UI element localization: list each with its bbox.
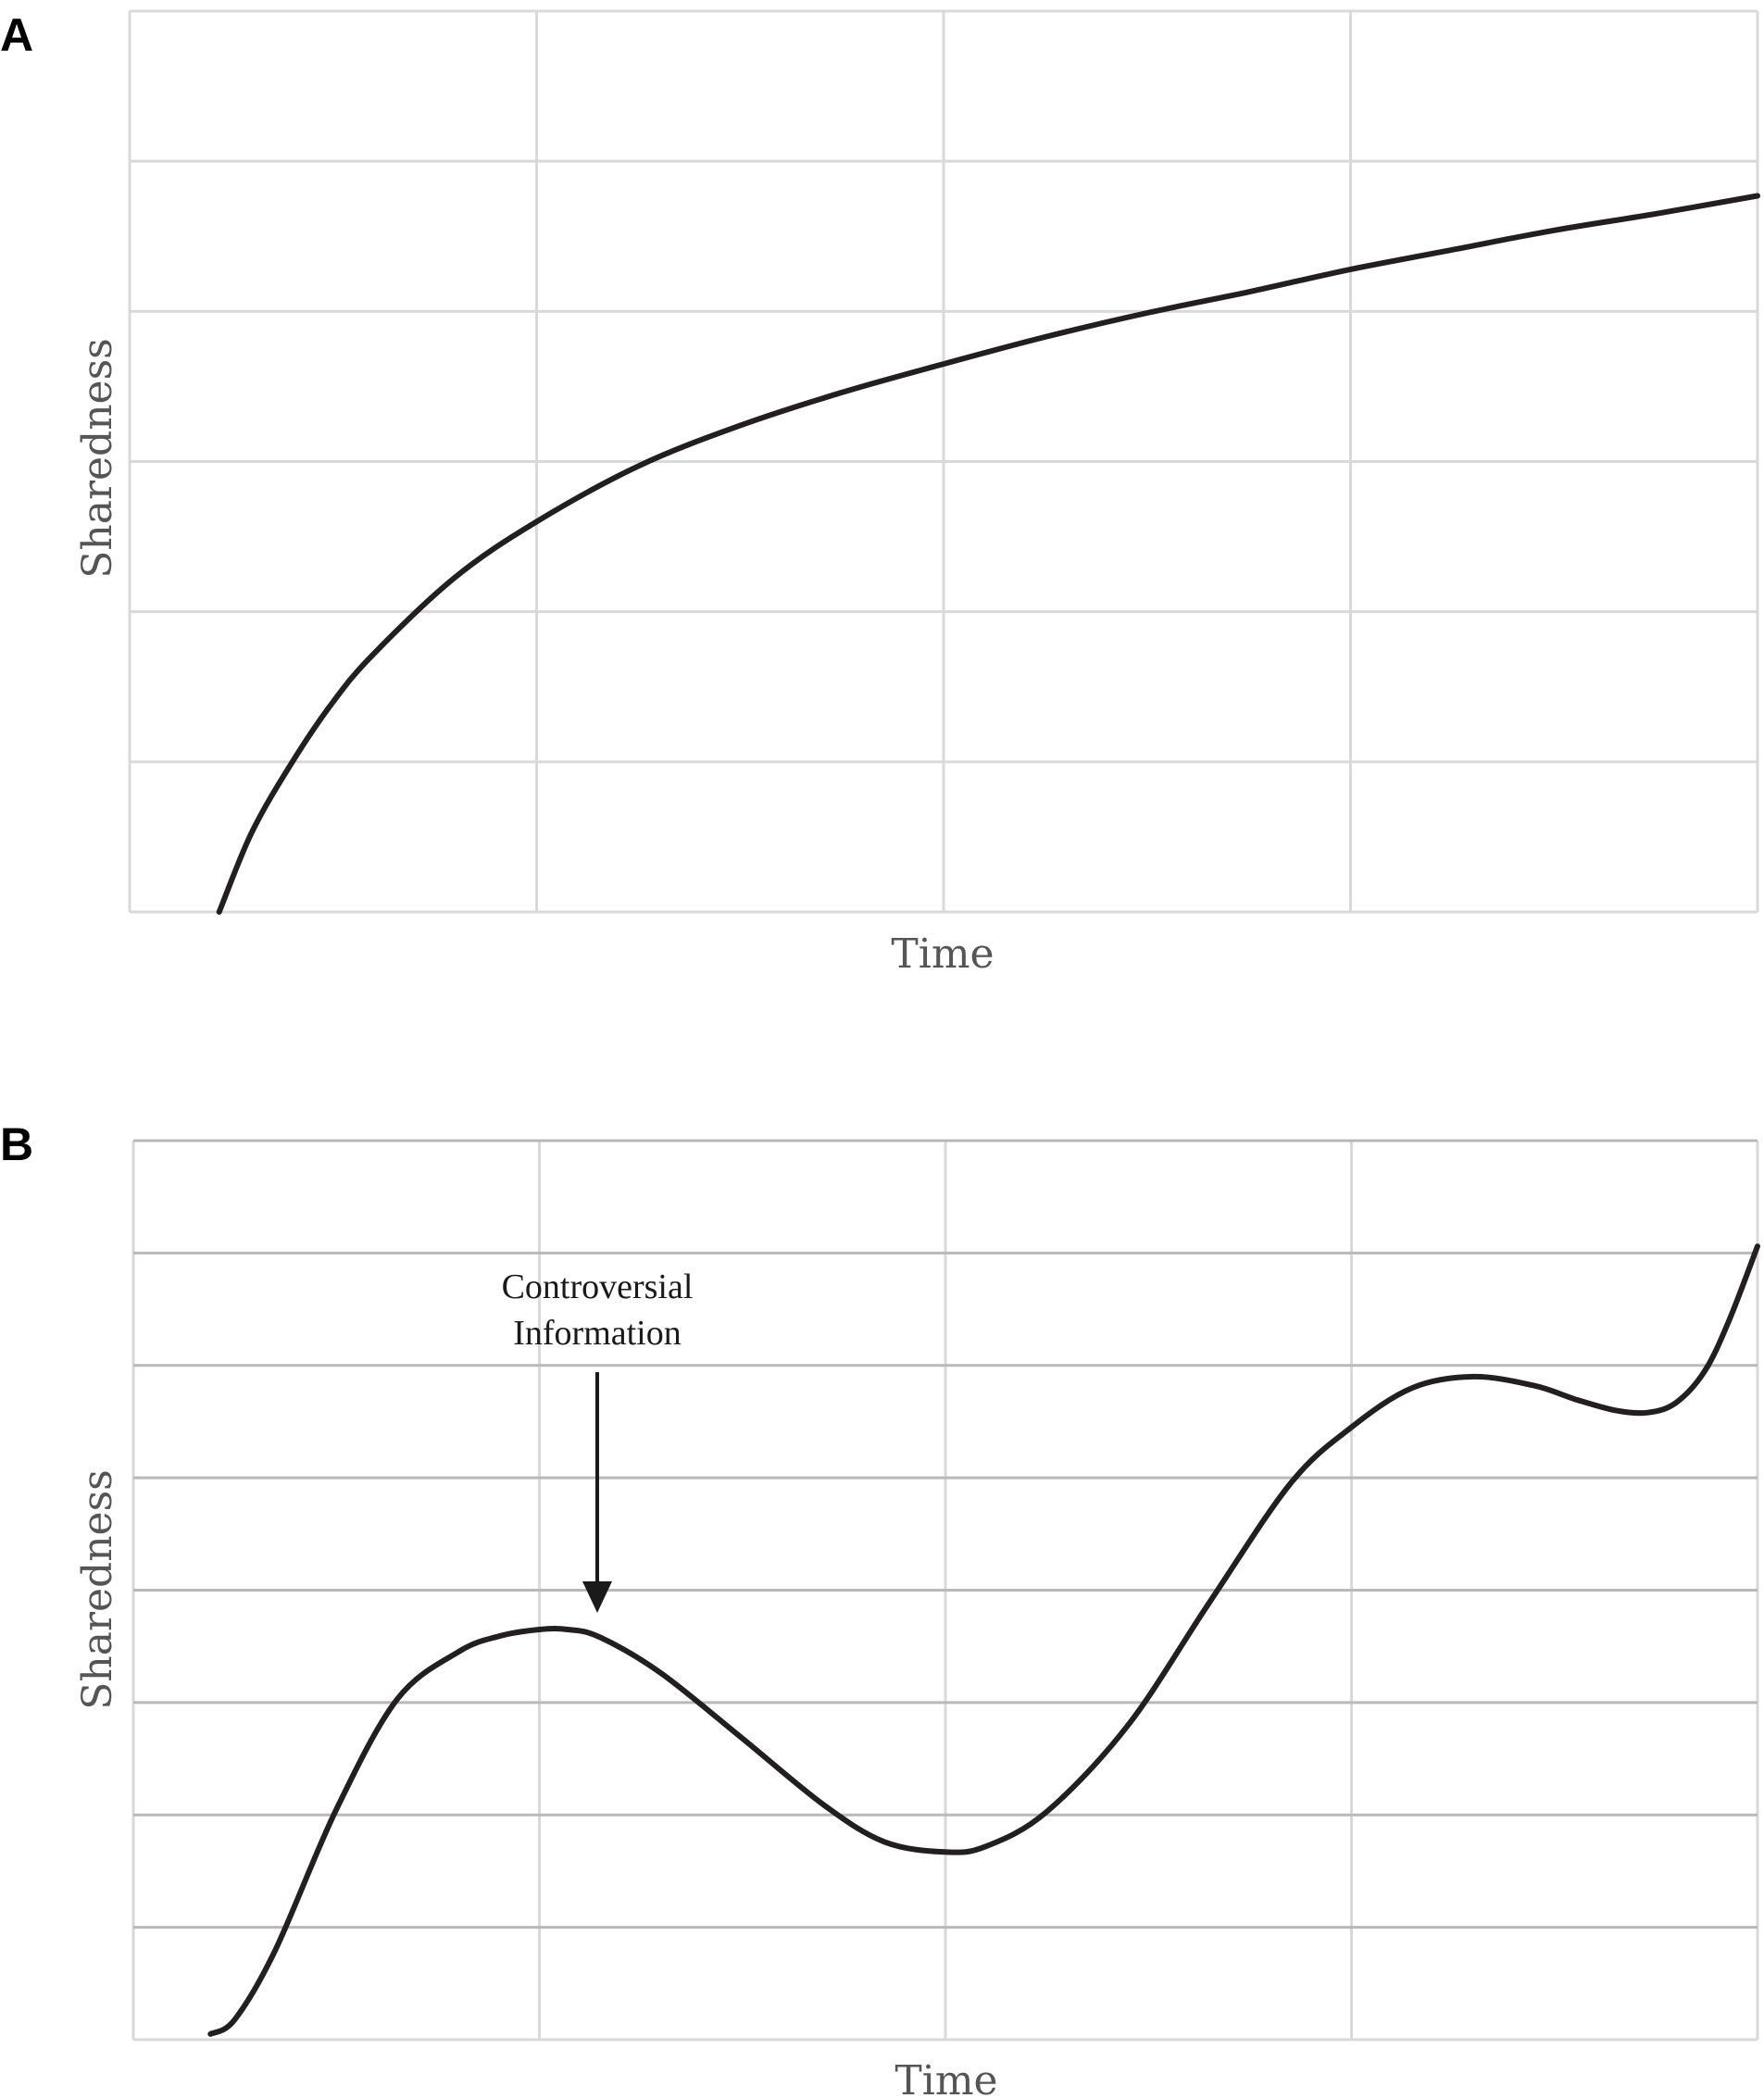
panel-a: A Time Sharedness	[0, 9, 1760, 978]
panel-a-x-axis-label: Time	[891, 930, 994, 978]
panel-label-b: B	[0, 1118, 33, 1170]
annotation-label-line-2: Information	[513, 1314, 682, 1353]
panel-b-x-axis-label: Time	[895, 2057, 997, 2098]
panel-a-grid	[128, 9, 1759, 914]
panel-b-grid	[131, 1139, 1759, 2042]
panel-b-series-line	[207, 1243, 1760, 2037]
annotation-arrow-head	[582, 1581, 612, 1613]
annotation-label-line-1: Controversial	[502, 1268, 694, 1306]
panel-b: B Controversial Information Time Sharedn…	[0, 1118, 1760, 2098]
panel-a-series-line	[216, 193, 1760, 915]
panel-b-y-axis-label: Sharedness	[74, 1469, 121, 1710]
panel-label-a: A	[0, 9, 33, 61]
panel-a-y-axis-label: Sharedness	[74, 338, 121, 579]
